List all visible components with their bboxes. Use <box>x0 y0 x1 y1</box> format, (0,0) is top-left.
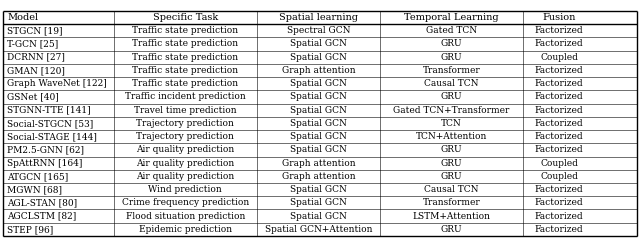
Text: Wind prediction: Wind prediction <box>148 185 222 194</box>
Text: Traffic state prediction: Traffic state prediction <box>132 66 239 75</box>
Text: Travel time prediction: Travel time prediction <box>134 106 237 115</box>
Text: Graph WaveNet [122]: Graph WaveNet [122] <box>7 79 107 88</box>
Text: Factorized: Factorized <box>535 26 584 35</box>
Text: Spatial GCN: Spatial GCN <box>290 39 347 48</box>
Text: STEP [96]: STEP [96] <box>7 225 53 234</box>
Text: Spatial learning: Spatial learning <box>279 13 358 22</box>
Text: SpAttRNN [164]: SpAttRNN [164] <box>7 159 83 168</box>
Text: Graph attention: Graph attention <box>282 172 355 181</box>
Text: Model: Model <box>7 13 38 22</box>
Text: Spatial GCN: Spatial GCN <box>290 198 347 207</box>
Text: Social-STAGE [144]: Social-STAGE [144] <box>7 132 97 141</box>
Text: Spatial GCN: Spatial GCN <box>290 145 347 154</box>
Text: Specific Task: Specific Task <box>153 13 218 22</box>
Text: Traffic incident prediction: Traffic incident prediction <box>125 92 246 101</box>
Text: Factorized: Factorized <box>535 79 584 88</box>
Text: Causal TCN: Causal TCN <box>424 185 479 194</box>
Text: GRU: GRU <box>441 53 462 62</box>
Text: AGL-STAN [80]: AGL-STAN [80] <box>7 198 77 207</box>
Text: Spatial GCN: Spatial GCN <box>290 185 347 194</box>
Text: Spectral GCN: Spectral GCN <box>287 26 350 35</box>
Text: Epidemic prediction: Epidemic prediction <box>139 225 232 234</box>
Text: Factorized: Factorized <box>535 39 584 48</box>
Text: STGCN [19]: STGCN [19] <box>7 26 63 35</box>
Text: Graph attention: Graph attention <box>282 159 355 168</box>
Text: Spatial GCN: Spatial GCN <box>290 212 347 221</box>
Text: Social-STGCN [53]: Social-STGCN [53] <box>7 119 93 128</box>
Text: Factorized: Factorized <box>535 198 584 207</box>
Text: AGCLSTM [82]: AGCLSTM [82] <box>7 212 76 221</box>
Text: Factorized: Factorized <box>535 225 584 234</box>
Text: Causal TCN: Causal TCN <box>424 79 479 88</box>
Text: Flood situation prediction: Flood situation prediction <box>125 212 245 221</box>
Text: STGNN-TTE [141]: STGNN-TTE [141] <box>7 106 91 115</box>
Text: Factorized: Factorized <box>535 132 584 141</box>
Text: Factorized: Factorized <box>535 66 584 75</box>
Text: TCN: TCN <box>441 119 462 128</box>
Text: GRU: GRU <box>441 159 462 168</box>
Text: Factorized: Factorized <box>535 106 584 115</box>
Text: GMAN [120]: GMAN [120] <box>7 66 65 75</box>
Text: Gated TCN+Transformer: Gated TCN+Transformer <box>394 106 509 115</box>
Text: Spatial GCN: Spatial GCN <box>290 119 347 128</box>
Text: Transformer: Transformer <box>422 198 481 207</box>
Text: Spatial GCN+Attention: Spatial GCN+Attention <box>265 225 372 234</box>
Text: Factorized: Factorized <box>535 212 584 221</box>
Text: Transformer: Transformer <box>422 66 481 75</box>
Text: MGWN [68]: MGWN [68] <box>7 185 62 194</box>
Text: LSTM+Attention: LSTM+Attention <box>412 212 490 221</box>
Text: Coupled: Coupled <box>540 53 578 62</box>
Text: Traffic state prediction: Traffic state prediction <box>132 53 239 62</box>
Text: Traffic state prediction: Traffic state prediction <box>132 26 239 35</box>
Text: GRU: GRU <box>441 225 462 234</box>
Text: Air quality prediction: Air quality prediction <box>136 145 234 154</box>
Text: Coupled: Coupled <box>540 159 578 168</box>
Text: ATGCN [165]: ATGCN [165] <box>7 172 68 181</box>
Text: Spatial GCN: Spatial GCN <box>290 79 347 88</box>
Text: Graph attention: Graph attention <box>282 66 355 75</box>
Text: Air quality prediction: Air quality prediction <box>136 159 234 168</box>
Text: Factorized: Factorized <box>535 119 584 128</box>
Text: Spatial GCN: Spatial GCN <box>290 106 347 115</box>
Text: DCRNN [27]: DCRNN [27] <box>7 53 65 62</box>
Text: GRU: GRU <box>441 39 462 48</box>
Text: GRU: GRU <box>441 92 462 101</box>
Text: GRU: GRU <box>441 172 462 181</box>
Text: Spatial GCN: Spatial GCN <box>290 132 347 141</box>
Text: TCN+Attention: TCN+Attention <box>416 132 487 141</box>
Text: Spatial GCN: Spatial GCN <box>290 53 347 62</box>
Text: GSNet [40]: GSNet [40] <box>7 92 59 101</box>
Text: GRU: GRU <box>441 145 462 154</box>
Text: Air quality prediction: Air quality prediction <box>136 172 234 181</box>
Text: Factorized: Factorized <box>535 92 584 101</box>
Text: Gated TCN: Gated TCN <box>426 26 477 35</box>
Text: Trajectory prediction: Trajectory prediction <box>136 119 234 128</box>
Text: Factorized: Factorized <box>535 185 584 194</box>
Text: Fusion: Fusion <box>543 13 576 22</box>
Text: PM2.5-GNN [62]: PM2.5-GNN [62] <box>7 145 84 154</box>
Text: Temporal Learning: Temporal Learning <box>404 13 499 22</box>
Text: Traffic state prediction: Traffic state prediction <box>132 39 239 48</box>
Text: Trajectory prediction: Trajectory prediction <box>136 132 234 141</box>
Text: Factorized: Factorized <box>535 145 584 154</box>
Text: Spatial GCN: Spatial GCN <box>290 92 347 101</box>
Text: Coupled: Coupled <box>540 172 578 181</box>
Text: T-GCN [25]: T-GCN [25] <box>7 39 58 48</box>
Text: Traffic state prediction: Traffic state prediction <box>132 79 239 88</box>
Text: Crime frequency prediction: Crime frequency prediction <box>122 198 249 207</box>
